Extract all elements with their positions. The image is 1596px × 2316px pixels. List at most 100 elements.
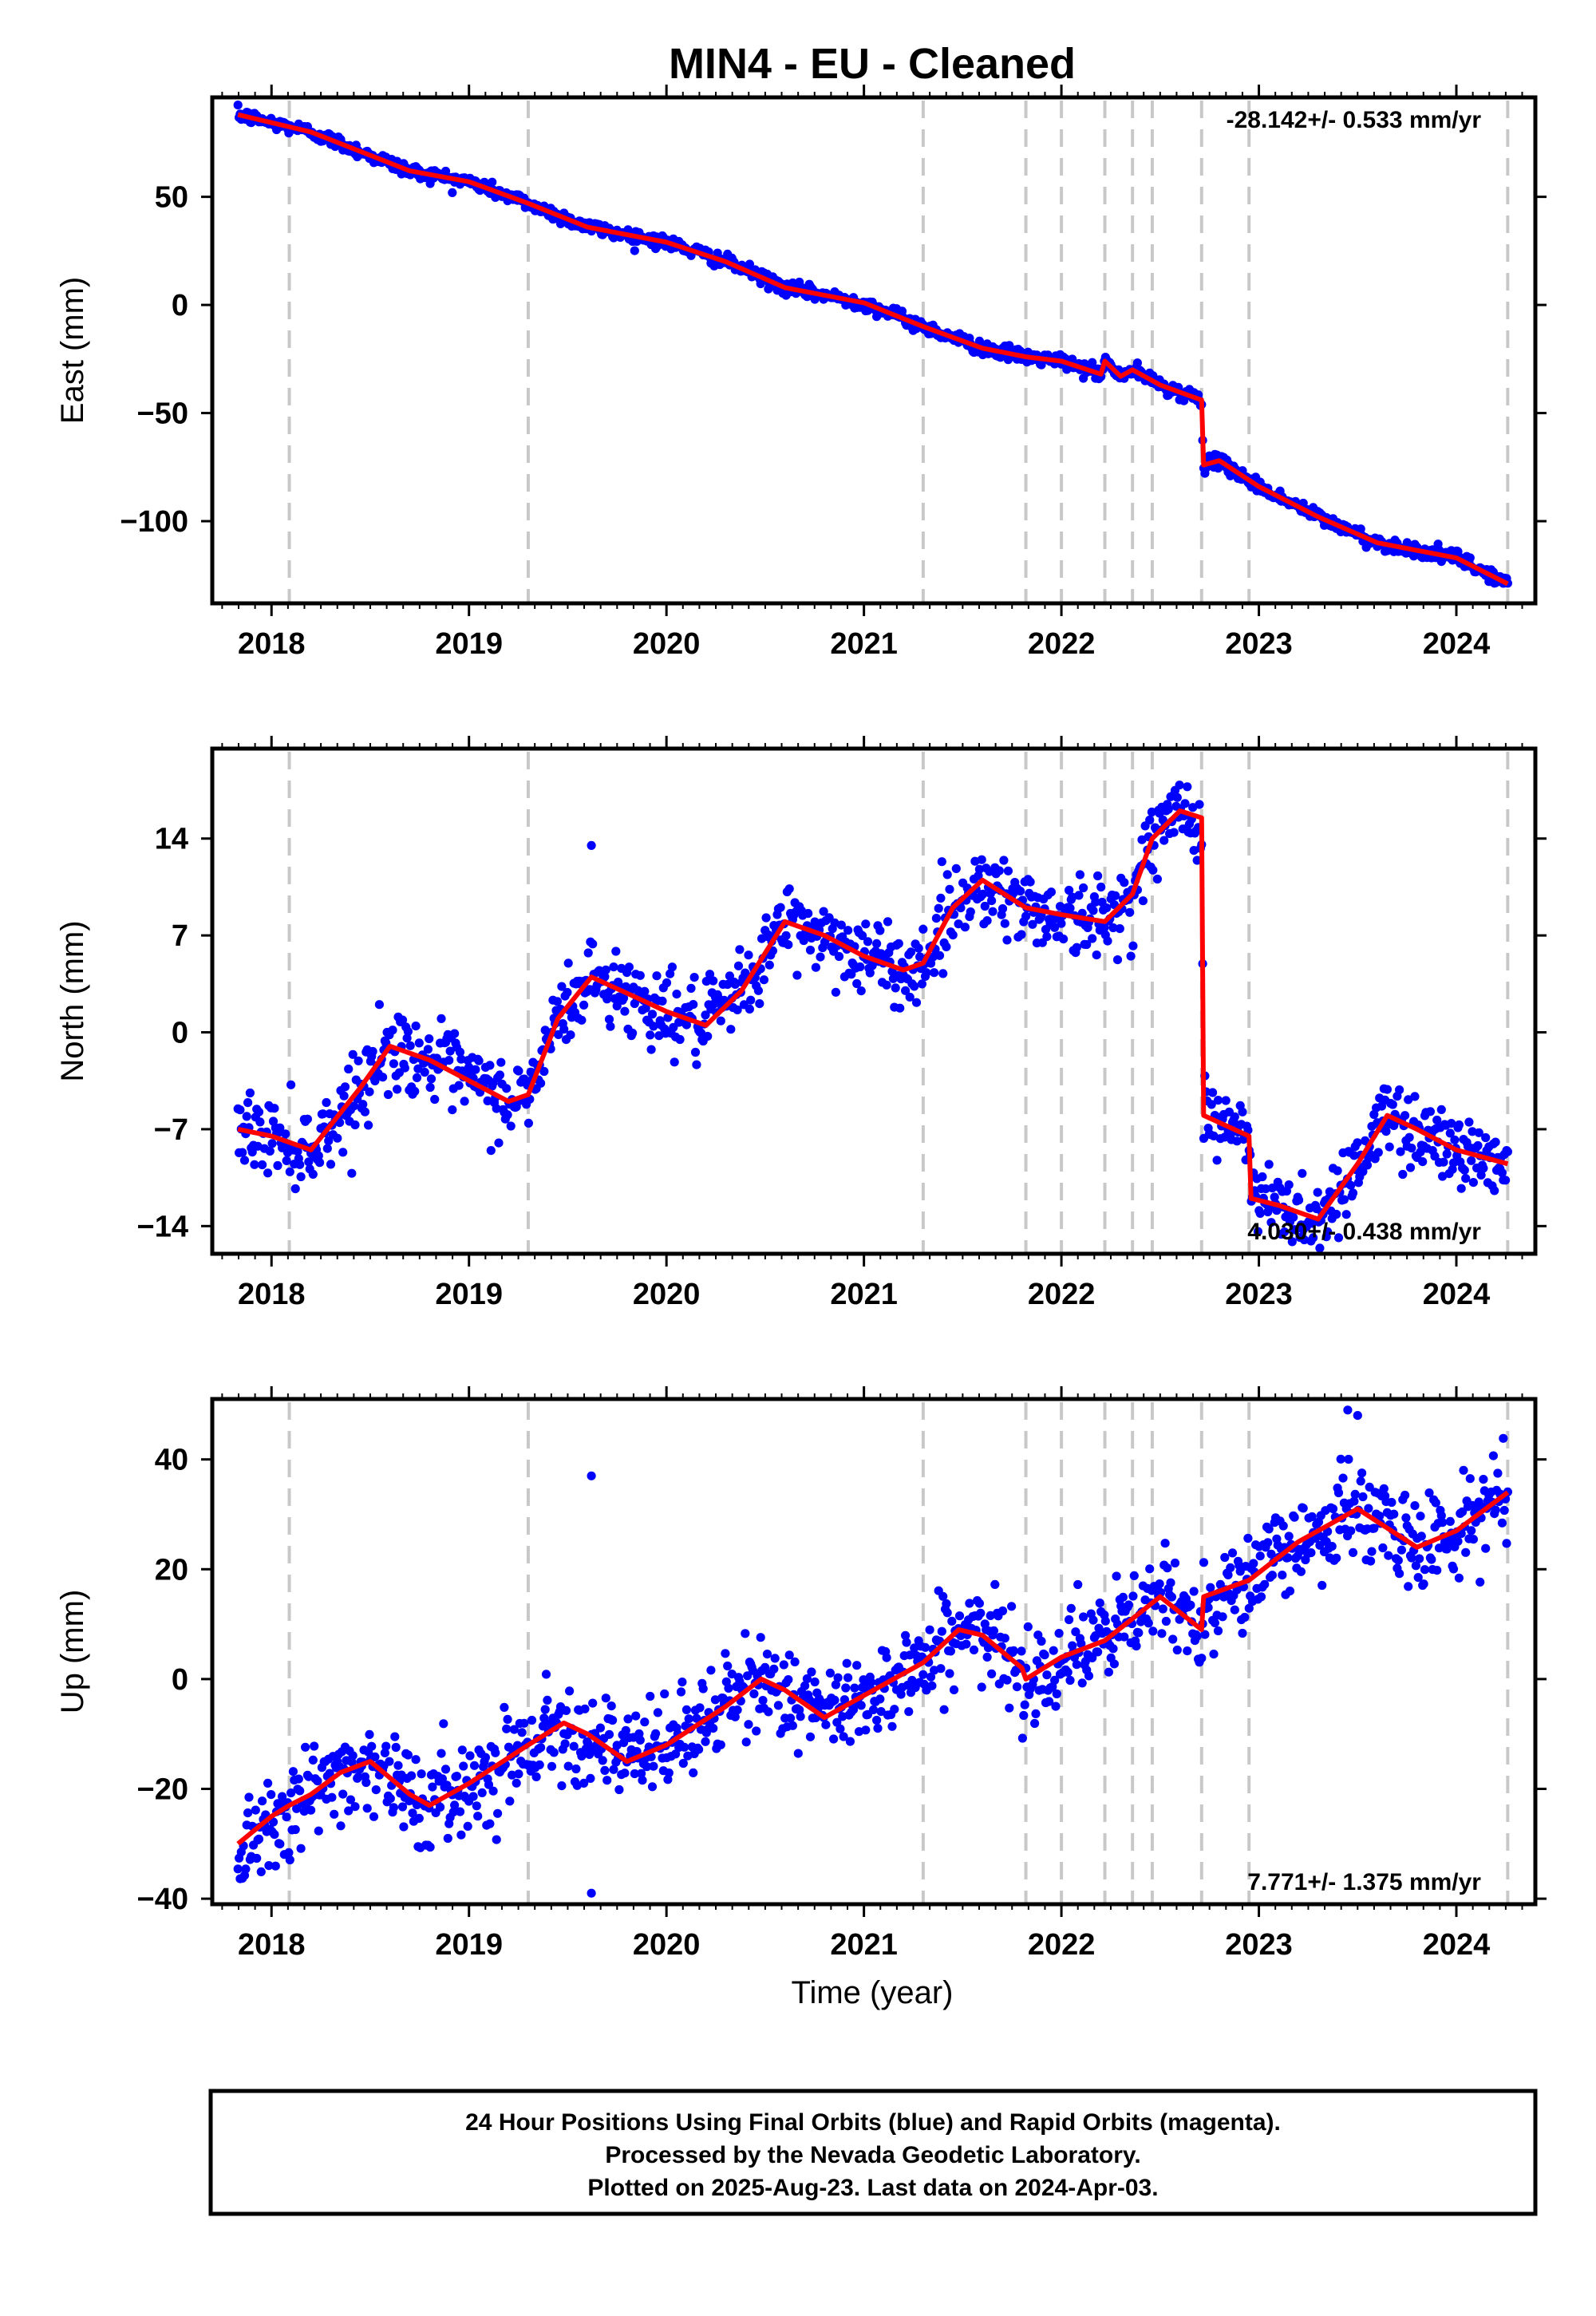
rate-label: 7.771+/- 1.375 mm/yr <box>1247 1869 1481 1895</box>
data-point <box>263 1778 273 1788</box>
data-point <box>270 1104 279 1113</box>
data-point <box>1115 924 1124 934</box>
data-point <box>492 1835 501 1844</box>
data-point <box>843 926 853 935</box>
data-point <box>843 1673 853 1682</box>
data-point <box>1290 1512 1299 1522</box>
data-point <box>839 1732 848 1741</box>
data-point <box>936 893 946 903</box>
data-point <box>744 951 753 960</box>
data-point <box>1367 1547 1377 1556</box>
data-point <box>310 1741 319 1751</box>
data-point <box>286 1080 296 1089</box>
data-point <box>488 1786 498 1796</box>
data-point <box>488 177 497 187</box>
data-point <box>600 972 610 982</box>
data-point <box>1438 1518 1448 1528</box>
data-point <box>934 951 945 960</box>
data-point <box>400 1063 409 1073</box>
y-tick-label: 50 <box>155 181 188 215</box>
data-point <box>664 1768 674 1778</box>
x-tick-label: 2021 <box>830 1928 898 1962</box>
data-point <box>1346 1180 1356 1190</box>
data-point <box>1088 934 1097 943</box>
data-point <box>1000 1634 1009 1643</box>
data-point <box>348 1049 358 1059</box>
data-point <box>370 1752 380 1761</box>
data-point <box>938 1591 948 1601</box>
data-point <box>781 931 791 940</box>
data-point <box>1003 866 1013 875</box>
data-point <box>1183 782 1192 792</box>
data-point <box>1388 1100 1397 1109</box>
data-point <box>1255 1551 1265 1561</box>
data-point <box>1349 1151 1359 1160</box>
east-mm-axis-label: East (mm) <box>55 277 90 424</box>
data-point <box>1226 1563 1235 1572</box>
data-point <box>1401 1513 1411 1523</box>
data-point <box>876 1707 886 1717</box>
data-point <box>631 1711 641 1721</box>
data-point <box>1348 1188 1358 1198</box>
data-point <box>1005 1703 1014 1713</box>
data-point <box>733 961 744 970</box>
data-point <box>1481 1543 1491 1553</box>
data-point <box>1267 1571 1277 1580</box>
data-point <box>649 1761 658 1771</box>
data-point <box>614 1784 624 1795</box>
data-point <box>1195 800 1204 809</box>
x-tick-label: 2018 <box>238 627 306 661</box>
data-point <box>1396 1147 1405 1156</box>
data-point <box>637 1769 646 1778</box>
data-point <box>445 1046 455 1056</box>
data-point <box>439 1719 448 1729</box>
data-point <box>271 1861 280 1871</box>
data-point <box>1375 1512 1385 1521</box>
data-point <box>1238 1628 1247 1638</box>
data-point <box>623 1714 633 1724</box>
data-point <box>264 1861 274 1871</box>
data-point <box>286 1788 296 1798</box>
data-point <box>543 1695 552 1705</box>
data-point <box>1364 1504 1373 1513</box>
data-point <box>233 1864 243 1874</box>
data-point <box>1108 1644 1118 1654</box>
data-point <box>378 1073 388 1082</box>
data-point <box>915 952 925 962</box>
data-point <box>1163 804 1173 814</box>
data-point <box>1448 1158 1459 1168</box>
data-point <box>539 1066 549 1077</box>
data-point <box>1467 1156 1476 1165</box>
data-point <box>977 1682 986 1692</box>
plot-frame <box>210 95 1538 606</box>
data-point <box>845 1737 855 1746</box>
data-point <box>1042 1670 1052 1680</box>
data-point <box>1057 919 1066 928</box>
footer-box: 24 Hour Positions Using Final Orbits (bl… <box>208 2089 1538 2216</box>
data-point <box>588 1698 598 1708</box>
data-point <box>388 1026 397 1035</box>
x-tick-label: 2024 <box>1423 1278 1491 1311</box>
data-point <box>632 1747 642 1757</box>
data-point <box>1227 1548 1238 1558</box>
data-point <box>651 1729 661 1738</box>
data-point <box>403 1026 413 1037</box>
data-point <box>281 1129 290 1139</box>
data-point <box>1120 1632 1129 1642</box>
data-point <box>1332 1553 1341 1563</box>
data-point <box>954 919 963 929</box>
data-point <box>1077 1639 1086 1649</box>
data-point <box>834 951 844 962</box>
data-point <box>242 1112 251 1121</box>
data-point <box>872 939 882 948</box>
data-point <box>391 1742 401 1753</box>
data-point <box>577 1015 587 1025</box>
data-point <box>452 1772 462 1781</box>
data-point <box>1155 1579 1164 1589</box>
data-point <box>1445 1128 1455 1138</box>
data-point <box>642 1762 652 1772</box>
data-point <box>399 1822 409 1832</box>
data-point <box>689 1768 698 1777</box>
data-point <box>1266 1218 1276 1227</box>
data-point <box>819 907 828 916</box>
